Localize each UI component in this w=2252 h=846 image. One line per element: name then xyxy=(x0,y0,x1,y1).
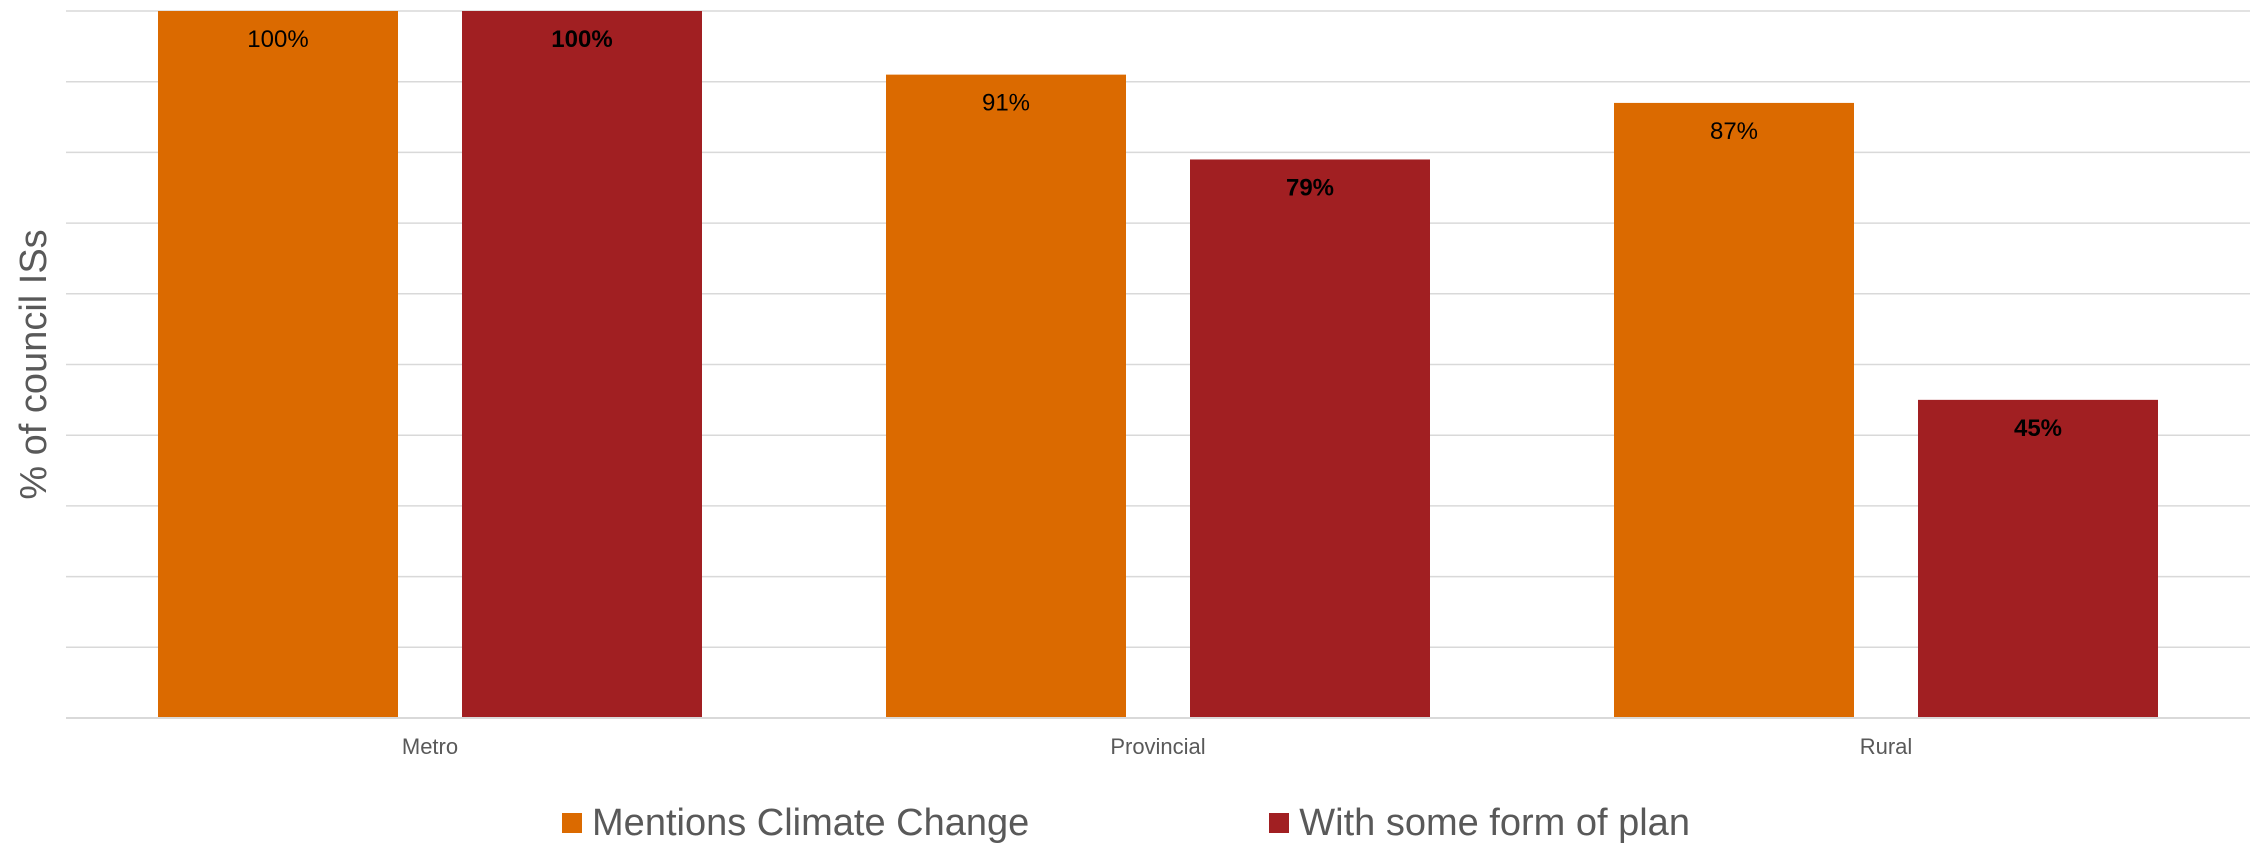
y-axis-label: % of council ISs xyxy=(13,229,55,499)
data-label: 79% xyxy=(1286,174,1334,201)
data-label: 100% xyxy=(247,26,308,53)
data-labels: 100% 100% 91% 79% 87% 45% xyxy=(247,26,2062,442)
bar-chart: 100% 100% 91% 79% 87% 45% Metro Provincial Rura… xyxy=(13,10,2250,759)
legend-item: Mentions Climate Change xyxy=(562,802,1029,845)
bars xyxy=(158,11,2158,719)
bar-provincial-series-2 xyxy=(1190,159,1430,719)
x-tick-labels: Metro Provincial Rural xyxy=(402,734,1912,759)
data-label: 100% xyxy=(551,26,612,53)
bar-metro-series-2 xyxy=(462,11,702,718)
gridlines xyxy=(66,10,2250,719)
data-label: 91% xyxy=(982,90,1030,117)
bar-rural-series-2 xyxy=(1918,399,2158,718)
bar-metro-series-1 xyxy=(158,11,398,718)
legend-item: With some form of plan xyxy=(1269,802,1690,845)
bar-provincial-series-1 xyxy=(886,74,1126,718)
bar-rural-series-1 xyxy=(1614,102,1854,718)
x-tick-label: Provincial xyxy=(1110,734,1205,759)
x-tick-label: Metro xyxy=(402,734,458,759)
legend: Mentions Climate Change With some form of… xyxy=(0,800,2252,846)
x-tick-label: Rural xyxy=(1860,734,1913,759)
legend-label: Mentions Climate Change xyxy=(592,801,1030,844)
legend-label: With some form of plan xyxy=(1299,801,1690,844)
legend-swatch xyxy=(562,813,583,833)
data-label: 87% xyxy=(1710,118,1758,145)
data-label: 45% xyxy=(2014,415,2062,442)
legend-swatch xyxy=(1269,813,1290,833)
